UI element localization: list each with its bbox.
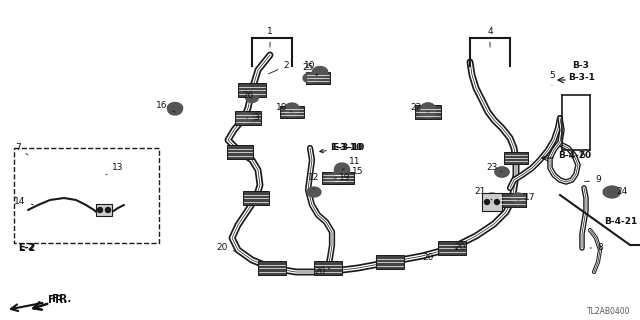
Polygon shape bbox=[485, 193, 499, 203]
Text: 24: 24 bbox=[610, 188, 628, 196]
Polygon shape bbox=[495, 167, 509, 177]
Text: E-3-10: E-3-10 bbox=[330, 143, 362, 153]
Polygon shape bbox=[421, 103, 435, 113]
Text: 25: 25 bbox=[302, 63, 318, 75]
Polygon shape bbox=[306, 72, 330, 84]
Text: 5: 5 bbox=[549, 70, 555, 85]
Text: 20: 20 bbox=[314, 268, 330, 276]
Text: FR.: FR. bbox=[11, 295, 67, 311]
Circle shape bbox=[484, 199, 490, 204]
Polygon shape bbox=[285, 107, 299, 117]
Text: 15: 15 bbox=[346, 167, 364, 177]
Polygon shape bbox=[376, 255, 404, 269]
Polygon shape bbox=[604, 186, 620, 198]
Polygon shape bbox=[303, 73, 317, 83]
Text: 16: 16 bbox=[156, 100, 175, 112]
Polygon shape bbox=[322, 172, 346, 184]
Text: 3: 3 bbox=[247, 114, 259, 123]
Text: 1: 1 bbox=[267, 28, 273, 47]
Polygon shape bbox=[495, 167, 509, 177]
Polygon shape bbox=[420, 106, 436, 118]
Polygon shape bbox=[421, 103, 435, 113]
Text: 2: 2 bbox=[269, 61, 289, 74]
Text: B-3-1: B-3-1 bbox=[568, 74, 595, 83]
Text: B-4-21: B-4-21 bbox=[604, 218, 637, 227]
Text: 6: 6 bbox=[572, 150, 585, 159]
Text: 11: 11 bbox=[342, 157, 361, 170]
Text: B-3: B-3 bbox=[572, 60, 589, 69]
Polygon shape bbox=[438, 241, 466, 255]
Polygon shape bbox=[236, 113, 252, 124]
Text: 21: 21 bbox=[474, 188, 492, 200]
Text: 20: 20 bbox=[454, 244, 466, 252]
Polygon shape bbox=[168, 105, 182, 115]
Text: 17: 17 bbox=[518, 194, 536, 203]
Text: 14: 14 bbox=[14, 197, 33, 206]
Polygon shape bbox=[504, 152, 528, 164]
Polygon shape bbox=[235, 111, 261, 125]
Polygon shape bbox=[280, 106, 304, 118]
Text: 13: 13 bbox=[106, 164, 124, 175]
Polygon shape bbox=[307, 187, 321, 197]
Polygon shape bbox=[327, 173, 341, 183]
Text: FR.: FR. bbox=[52, 294, 72, 304]
Text: 4: 4 bbox=[487, 28, 493, 47]
Text: E-3-10: E-3-10 bbox=[320, 143, 364, 153]
Circle shape bbox=[495, 199, 499, 204]
Text: 18: 18 bbox=[276, 103, 292, 113]
Text: E-2: E-2 bbox=[18, 244, 34, 252]
Polygon shape bbox=[498, 193, 526, 207]
Text: 7: 7 bbox=[15, 143, 28, 155]
Circle shape bbox=[97, 207, 102, 212]
Polygon shape bbox=[96, 204, 112, 216]
Polygon shape bbox=[415, 105, 441, 119]
Text: 19: 19 bbox=[334, 173, 351, 182]
Polygon shape bbox=[511, 193, 525, 203]
Text: 23: 23 bbox=[486, 164, 502, 172]
Polygon shape bbox=[227, 145, 253, 159]
Polygon shape bbox=[243, 191, 269, 205]
Polygon shape bbox=[312, 67, 328, 77]
Text: 20: 20 bbox=[422, 253, 440, 262]
Text: 20: 20 bbox=[216, 244, 236, 252]
Text: 8: 8 bbox=[590, 244, 603, 252]
Polygon shape bbox=[285, 103, 299, 113]
Text: 22: 22 bbox=[410, 103, 428, 113]
Polygon shape bbox=[168, 102, 182, 114]
Polygon shape bbox=[246, 93, 259, 102]
Text: 10: 10 bbox=[304, 60, 317, 76]
Text: 9: 9 bbox=[585, 175, 601, 185]
Polygon shape bbox=[314, 261, 342, 275]
Text: 12: 12 bbox=[308, 173, 320, 189]
Text: TL2AB0400: TL2AB0400 bbox=[586, 308, 630, 316]
Polygon shape bbox=[335, 164, 349, 175]
Polygon shape bbox=[311, 70, 325, 80]
Polygon shape bbox=[603, 187, 617, 197]
Circle shape bbox=[106, 207, 111, 212]
Polygon shape bbox=[482, 193, 502, 211]
Bar bbox=[14, 148, 159, 243]
Polygon shape bbox=[258, 261, 286, 275]
Text: 26: 26 bbox=[243, 91, 253, 100]
Polygon shape bbox=[334, 172, 354, 184]
Polygon shape bbox=[335, 163, 349, 173]
Text: E-2: E-2 bbox=[18, 243, 35, 253]
Polygon shape bbox=[238, 83, 266, 97]
Text: B-4-20: B-4-20 bbox=[558, 150, 591, 159]
